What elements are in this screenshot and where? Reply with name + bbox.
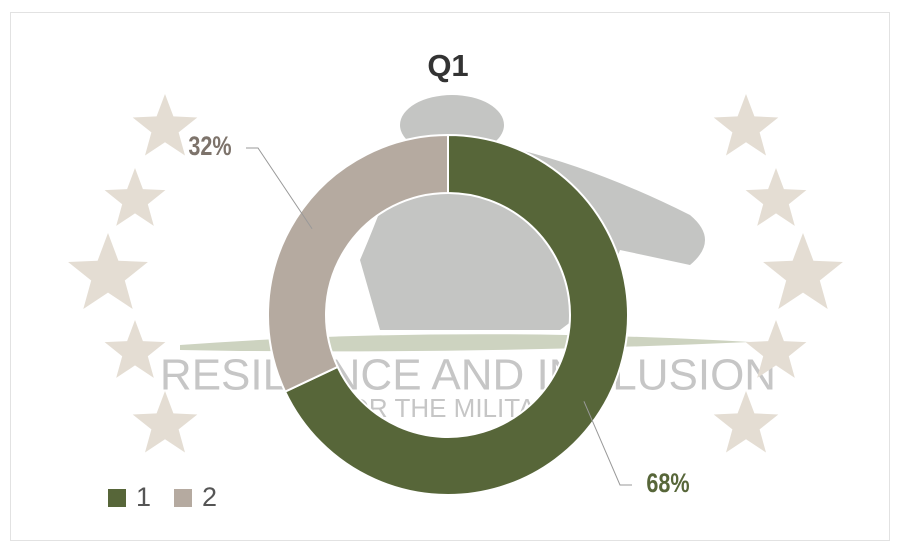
leader-line (246, 147, 313, 230)
donut-slice (267, 133, 449, 393)
star (713, 391, 779, 453)
data-label: 68% (646, 469, 689, 499)
legend-label: 1 (136, 482, 151, 512)
leader-line (583, 401, 632, 486)
star (104, 320, 166, 378)
legend-swatch (174, 489, 192, 507)
donut-slice (283, 133, 629, 496)
data-label: 32% (188, 132, 231, 162)
watermark-text: RESILIENCE AND INCLUSION (160, 351, 776, 400)
star (763, 233, 843, 309)
star (132, 391, 198, 453)
star (132, 94, 198, 156)
star (713, 94, 779, 156)
legend-swatch (108, 489, 126, 507)
legend-label: 2 (202, 482, 217, 512)
star (745, 320, 807, 378)
star (104, 168, 166, 226)
silhouette-body (360, 150, 705, 330)
chart-title: Q1 (427, 48, 468, 83)
watermark: RESILIENCE AND INCLUSION FOR THE MILITAR… (68, 94, 843, 453)
star (745, 168, 807, 226)
star (68, 233, 148, 309)
